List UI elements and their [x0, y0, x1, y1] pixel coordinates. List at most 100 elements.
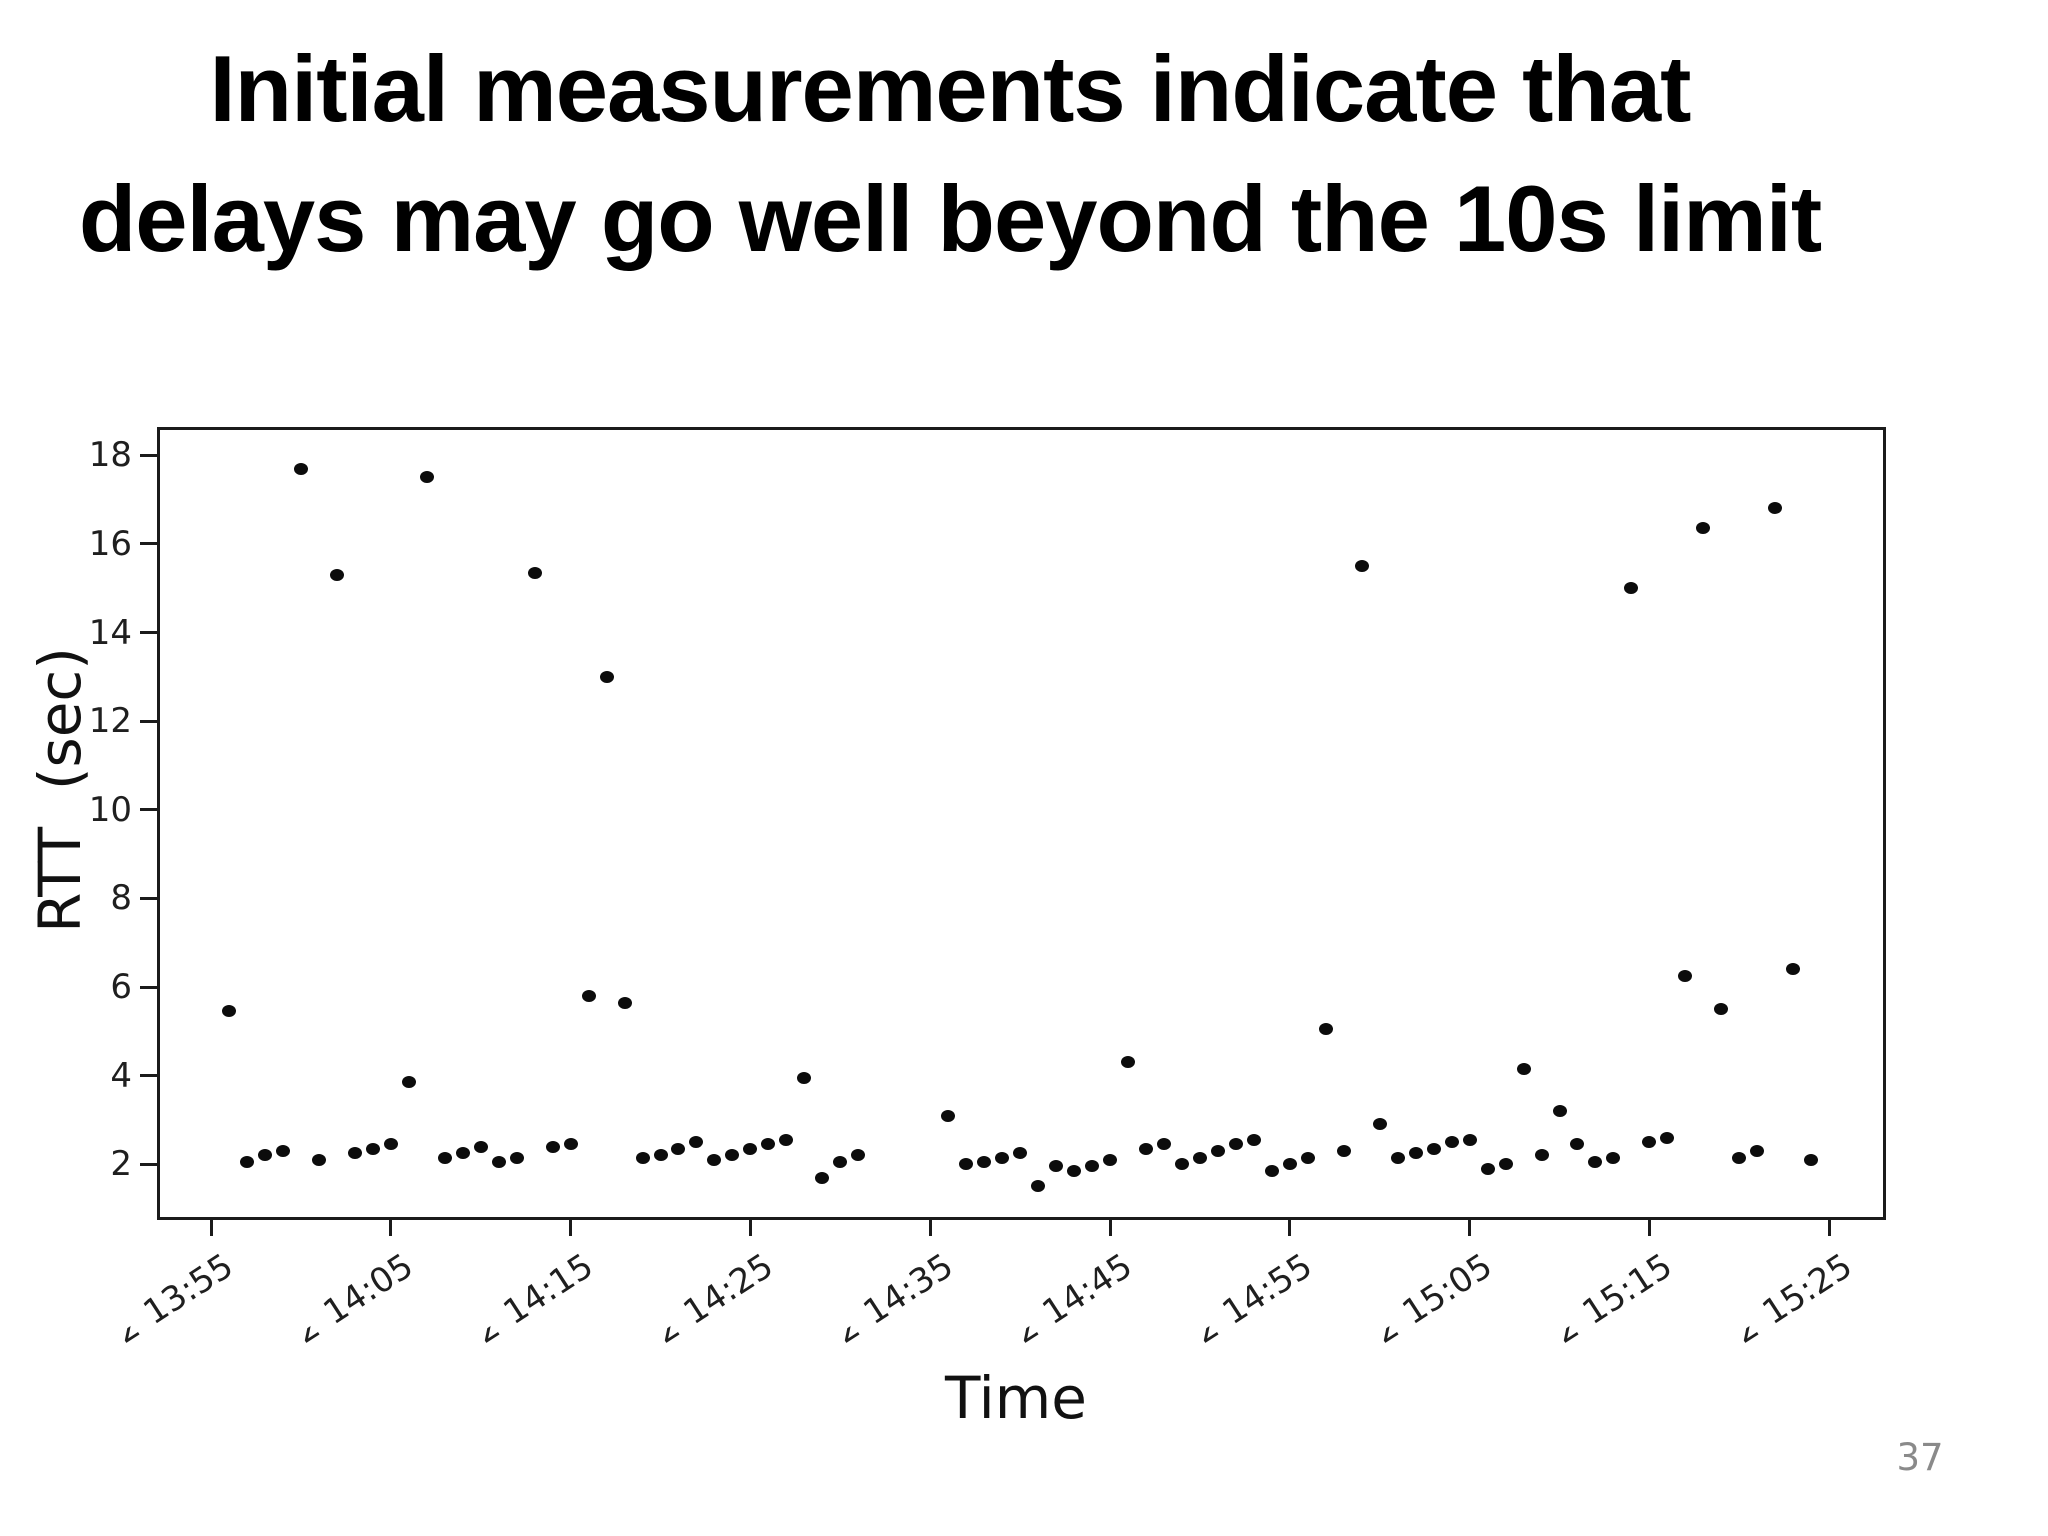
x-axis-title: Time: [945, 1364, 1087, 1432]
x-tick-time: 13:55: [136, 1246, 241, 1333]
data-point: [1678, 969, 1693, 982]
data-point: [1786, 963, 1801, 976]
data-point: [1103, 1153, 1117, 1166]
data-point: [275, 1144, 290, 1157]
data-point: [1138, 1142, 1153, 1155]
x-tick-mark: [569, 1220, 573, 1236]
y-tick-label: 18: [88, 435, 132, 476]
data-point: [1570, 1138, 1585, 1151]
data-point: [437, 1151, 452, 1164]
data-point: [1156, 1138, 1171, 1151]
data-point: [239, 1156, 254, 1169]
y-tick-mark: [140, 808, 157, 812]
data-point: [1067, 1164, 1082, 1177]
data-point: [1174, 1158, 1189, 1171]
data-point: [743, 1142, 758, 1155]
y-tick-mark: [140, 985, 157, 989]
x-tick-label: 214:15: [467, 1246, 600, 1352]
y-tick-label: 6: [110, 967, 132, 1008]
x-tick-clipped-date-prefix: 2: [647, 1306, 688, 1352]
data-point: [977, 1156, 992, 1169]
x-tick-clipped-date-prefix: 2: [1186, 1306, 1227, 1352]
data-point: [995, 1151, 1010, 1164]
data-point: [419, 471, 434, 484]
data-point: [1660, 1131, 1675, 1144]
x-tick-mark: [1647, 1220, 1651, 1236]
data-point: [221, 1005, 236, 1018]
y-tick-mark: [140, 1162, 157, 1166]
data-point: [383, 1138, 398, 1151]
data-point: [293, 462, 308, 475]
y-tick-label: 4: [110, 1055, 132, 1096]
data-point: [473, 1140, 488, 1153]
data-point: [1624, 582, 1639, 595]
data-point: [1516, 1062, 1531, 1075]
x-tick-clipped-date-prefix: 2: [826, 1306, 867, 1352]
y-axis-title: RTT (sec): [26, 647, 94, 933]
data-point: [1480, 1162, 1495, 1175]
data-point: [581, 989, 596, 1002]
y-tick-mark: [140, 453, 157, 457]
data-point: [1031, 1180, 1046, 1193]
x-tick-time: 14:35: [856, 1246, 960, 1333]
slide-title: Initial measurements indicate that delay…: [0, 24, 1900, 283]
data-point: [1606, 1151, 1621, 1164]
data-point: [851, 1149, 866, 1162]
data-point: [1120, 1056, 1135, 1069]
y-tick-mark: [140, 631, 157, 635]
data-point: [1318, 1023, 1333, 1036]
x-tick-mark: [748, 1220, 752, 1236]
data-point: [1804, 1153, 1819, 1166]
data-point: [1192, 1151, 1207, 1164]
x-tick-clipped-date-prefix: 2: [107, 1306, 148, 1352]
data-point: [1264, 1164, 1279, 1177]
data-point: [491, 1156, 506, 1169]
x-tick-label: 215:15: [1546, 1246, 1679, 1352]
x-tick-label: 214:55: [1187, 1246, 1320, 1352]
data-point: [617, 996, 632, 1009]
data-point: [545, 1140, 560, 1153]
x-tick-mark: [1288, 1220, 1292, 1236]
x-tick-label: 214:25: [647, 1246, 780, 1352]
page-number: 37: [1896, 1436, 1944, 1479]
data-point: [833, 1156, 848, 1169]
data-point: [635, 1151, 650, 1164]
data-point: [257, 1149, 272, 1162]
data-point: [1210, 1144, 1225, 1157]
data-point: [599, 670, 614, 683]
data-point: [1462, 1133, 1477, 1146]
data-point: [1588, 1156, 1603, 1169]
data-point: [1732, 1151, 1747, 1164]
data-point: [1300, 1151, 1315, 1164]
data-point: [1642, 1136, 1657, 1149]
data-point: [311, 1153, 326, 1166]
data-point: [1013, 1147, 1028, 1160]
x-tick-clipped-date-prefix: 2: [1006, 1306, 1047, 1352]
x-tick-mark: [1108, 1220, 1112, 1236]
x-tick-time: 14:45: [1035, 1246, 1140, 1333]
data-point: [1246, 1133, 1261, 1146]
data-point: [1282, 1158, 1297, 1171]
data-point: [455, 1147, 470, 1160]
slide-title-line1: Initial measurements indicate that: [209, 36, 1692, 141]
data-point: [653, 1149, 668, 1162]
y-tick-label: 12: [88, 701, 132, 742]
data-point: [1336, 1144, 1351, 1157]
y-tick-label: 16: [88, 523, 132, 564]
x-tick-time: 14:15: [496, 1246, 601, 1333]
y-tick-mark: [140, 719, 157, 723]
data-point: [401, 1076, 416, 1089]
x-tick-mark: [1827, 1220, 1831, 1236]
x-tick-time: 15:25: [1755, 1246, 1859, 1333]
x-tick-label: 214:05: [288, 1246, 421, 1352]
data-point: [1426, 1142, 1441, 1155]
x-tick-time: 14:05: [316, 1246, 421, 1333]
data-point: [797, 1071, 812, 1084]
y-tick-label: 10: [88, 789, 132, 830]
x-tick-mark: [1468, 1220, 1472, 1236]
data-point: [329, 568, 344, 581]
x-tick-clipped-date-prefix: 2: [467, 1306, 508, 1352]
data-point: [563, 1138, 578, 1151]
x-tick-mark: [389, 1220, 393, 1236]
